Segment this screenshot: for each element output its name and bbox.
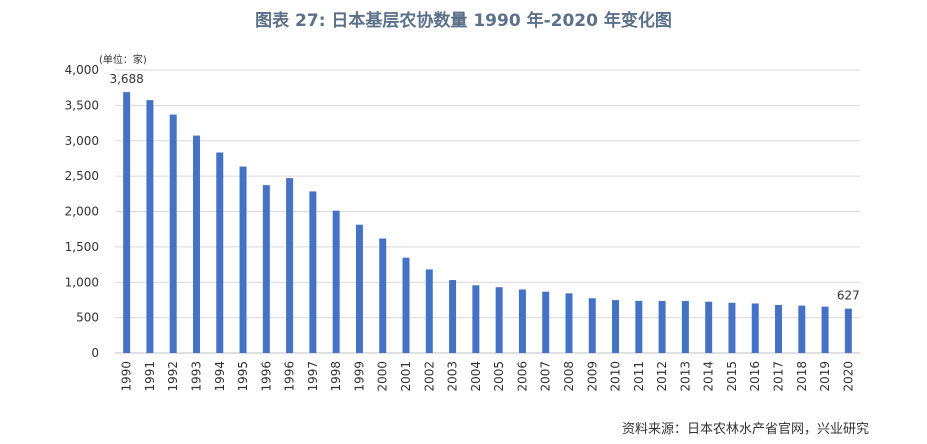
y-tick-label: 1,000 [65, 275, 99, 289]
x-tick-label: 2004 [469, 361, 483, 392]
y-tick-label: 2,500 [65, 169, 99, 183]
bar [844, 308, 852, 353]
bar [309, 191, 317, 353]
bar [239, 166, 247, 353]
x-tick-label: 2018 [795, 361, 809, 392]
x-tick-label: 2001 [399, 361, 413, 392]
x-tick-label: 2009 [585, 361, 599, 392]
y-tick-label: 1,500 [65, 240, 99, 254]
bar [449, 280, 457, 353]
bar [542, 291, 550, 353]
bar [705, 301, 713, 353]
y-tick-label: 3,000 [65, 134, 99, 148]
data-labels: 3,688 627 [109, 72, 859, 303]
x-tick-label: 2011 [632, 361, 646, 392]
data-label: 627 [837, 289, 860, 303]
bar [332, 210, 340, 353]
y-axis: 0 500 1,000 1,500 2,000 2,500 3,000 3,500 4,000 [65, 63, 99, 360]
x-tick-label: 1999 [352, 361, 366, 392]
x-tick-label: 1996 [259, 361, 273, 392]
x-tick-label: 1994 [213, 361, 227, 392]
bar [425, 269, 433, 353]
y-tick-label: 2,000 [65, 205, 99, 219]
x-tick-label: 2017 [772, 361, 786, 392]
bar [798, 305, 806, 353]
bar [355, 224, 363, 353]
bar [472, 285, 480, 353]
x-tick-label: 2008 [562, 361, 576, 392]
x-tick-label: 2000 [376, 361, 390, 392]
data-label: 3,688 [109, 72, 143, 86]
bar [775, 304, 783, 353]
bar [821, 306, 829, 353]
gridlines [115, 69, 860, 354]
bar [146, 100, 154, 354]
bar [286, 178, 294, 353]
bar [402, 257, 410, 353]
bar [379, 238, 387, 353]
x-tick-label: 2019 [818, 361, 832, 392]
bar [681, 300, 689, 353]
x-tick-label: 1997 [306, 361, 320, 392]
bar [612, 300, 620, 353]
bars [123, 92, 852, 354]
x-tick-label: 1996 [283, 361, 297, 392]
bar [216, 152, 224, 353]
x-tick-label: 2005 [492, 361, 506, 392]
x-tick-label: 1992 [166, 361, 180, 392]
bar [728, 302, 736, 353]
x-tick-label: 1993 [189, 361, 203, 392]
x-tick-label: 2015 [725, 361, 739, 392]
bar [751, 303, 759, 353]
bar [518, 289, 526, 353]
x-tick-label: 2003 [446, 361, 460, 392]
x-axis: 1990 1991 1992 1993 1994 1995 1996 1996 1997 1998… [120, 361, 856, 392]
bar [192, 135, 200, 353]
bar [588, 298, 596, 353]
x-tick-label: 2010 [609, 361, 623, 392]
x-tick-label: 2013 [678, 361, 692, 392]
bar [658, 300, 666, 353]
x-tick-label: 2016 [748, 361, 762, 392]
x-tick-label: 1998 [329, 361, 343, 392]
bar [495, 287, 503, 353]
x-tick-label: 1995 [236, 361, 250, 392]
x-tick-label: 2020 [841, 361, 855, 392]
x-tick-label: 1991 [143, 361, 157, 392]
bar [565, 293, 573, 353]
x-tick-label: 2014 [702, 361, 716, 392]
x-tick-label: 1990 [120, 361, 134, 392]
y-tick-label: 0 [91, 346, 99, 360]
x-tick-label: 2007 [539, 361, 553, 392]
y-tick-label: 500 [76, 311, 99, 325]
x-tick-label: 2006 [515, 361, 529, 392]
y-tick-label: 4,000 [65, 63, 99, 77]
x-tick-label: 2012 [655, 361, 669, 392]
source-note: 资料来源：日本农林水产省官网，兴业研究 [621, 422, 869, 437]
y-tick-label: 3,500 [65, 98, 99, 112]
bar [262, 185, 270, 353]
bar [123, 92, 131, 353]
x-tick-label: 2002 [422, 361, 436, 392]
chart-title: 图表 27: 日本基层农协数量 1990 年-2020 年变化图 [255, 11, 672, 31]
bar [169, 114, 177, 353]
unit-label: (单位：家) [99, 53, 147, 66]
bar [635, 300, 643, 353]
